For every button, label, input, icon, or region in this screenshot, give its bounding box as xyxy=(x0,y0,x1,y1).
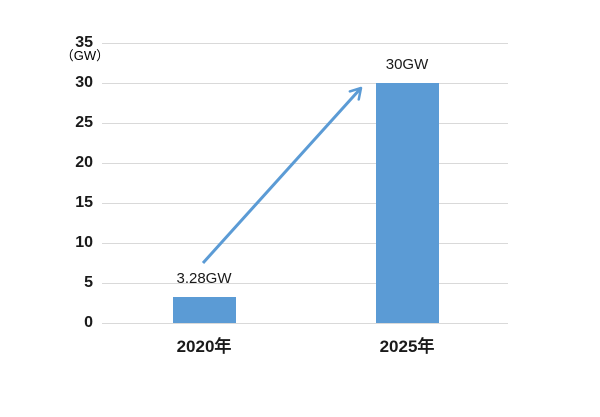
gridline xyxy=(102,83,508,84)
y-tick-label: 10 xyxy=(75,234,93,251)
y-tick-label: 20 xyxy=(75,154,93,171)
gridline xyxy=(102,283,508,284)
y-tick-label: 25 xyxy=(75,114,93,131)
y-tick-label: 5 xyxy=(84,274,93,291)
bar-value-label: 30GW xyxy=(385,56,429,73)
gridline xyxy=(102,163,508,164)
bar-value-label: 3.28GW xyxy=(176,270,232,287)
bar xyxy=(375,83,439,323)
gridline xyxy=(102,203,508,204)
y-tick-label: 0 xyxy=(84,314,93,331)
bar xyxy=(172,297,236,323)
y-tick-label: 35 xyxy=(75,34,93,51)
y-tick-label: 15 xyxy=(75,194,93,211)
x-axis-label: 2020年 xyxy=(176,337,232,356)
gridline xyxy=(102,243,508,244)
gridline xyxy=(102,323,508,324)
gridline xyxy=(102,43,508,44)
gridline xyxy=(102,123,508,124)
x-axis-label: 2025年 xyxy=(379,337,435,356)
y-axis-unit-label: （GW） xyxy=(60,48,110,63)
y-tick-label: 30 xyxy=(75,74,93,91)
